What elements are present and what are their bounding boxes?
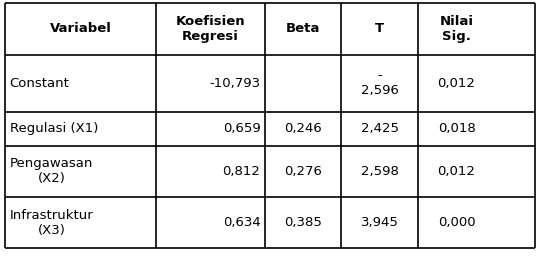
Text: Koefisien
Regresi: Koefisien Regresi: [176, 15, 245, 43]
Text: Regulasi (X1): Regulasi (X1): [10, 122, 98, 135]
Text: -
2,596: - 2,596: [361, 69, 399, 98]
Text: 2,598: 2,598: [361, 165, 399, 178]
Text: 0,246: 0,246: [284, 122, 322, 135]
Text: -10,793: -10,793: [210, 77, 260, 90]
Text: Nilai
Sig.: Nilai Sig.: [440, 15, 474, 43]
Text: 0,812: 0,812: [222, 165, 260, 178]
Text: 0,018: 0,018: [437, 122, 475, 135]
Text: Beta: Beta: [286, 23, 320, 35]
Text: 3,945: 3,945: [361, 216, 399, 229]
Text: 0,012: 0,012: [437, 77, 476, 90]
Text: Constant: Constant: [10, 77, 70, 90]
Text: 0,000: 0,000: [438, 216, 475, 229]
Text: Infrastruktur
(X3): Infrastruktur (X3): [10, 209, 93, 237]
Text: 0,659: 0,659: [222, 122, 260, 135]
Text: 2,425: 2,425: [361, 122, 399, 135]
Text: 0,012: 0,012: [437, 165, 476, 178]
Text: 0,634: 0,634: [222, 216, 260, 229]
Text: 0,385: 0,385: [284, 216, 322, 229]
Text: 0,276: 0,276: [284, 165, 322, 178]
Text: T: T: [375, 23, 384, 35]
Text: Variabel: Variabel: [50, 23, 112, 35]
Text: Pengawasan
(X2): Pengawasan (X2): [10, 157, 93, 185]
